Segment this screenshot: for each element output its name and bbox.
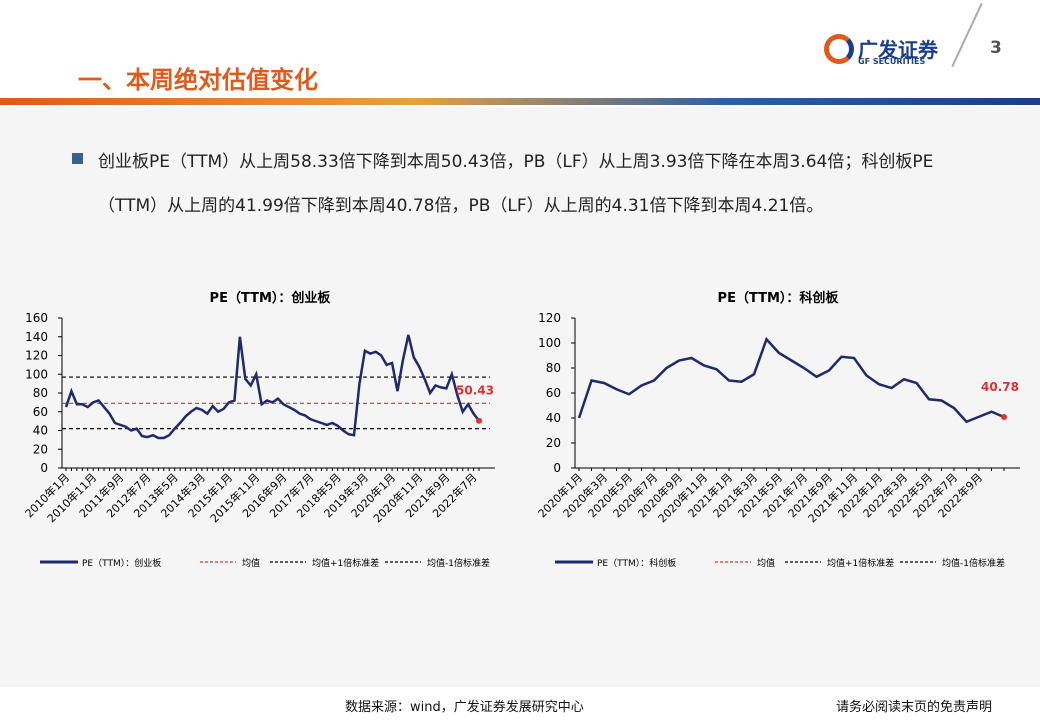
y-tick-label: 20 (33, 442, 48, 456)
content-area (0, 107, 1040, 687)
legend-label: PE（TTM）：创业板 (82, 557, 161, 569)
y-tick-label: 0 (40, 461, 48, 475)
y-tick-label: 60 (33, 405, 48, 419)
legend-label: 均值 (242, 557, 260, 569)
y-tick-label: 140 (25, 330, 48, 344)
y-tick-label: 40 (33, 424, 48, 438)
disclaimer: 请务必阅读末页的免责声明 (836, 700, 993, 715)
y-tick-label: 100 (538, 336, 561, 350)
charts: PE（TTM）：创业板0204060801001201401602010年1月2… (22, 290, 1020, 569)
y-tick-label: 80 (33, 386, 48, 400)
legend-label: 均值 (757, 557, 775, 569)
header-bar (0, 98, 1040, 105)
legend-label: 均值+1倍标准差 (827, 557, 894, 569)
y-tick-label: 40 (546, 411, 561, 425)
y-tick-label: 120 (25, 349, 48, 363)
bullet-marker (72, 153, 83, 164)
logo-subtext: GF SECURITIES (858, 57, 926, 66)
y-tick-label: 120 (538, 311, 561, 325)
y-tick-label: 60 (546, 386, 561, 400)
end-label: 50.43 (456, 384, 494, 398)
page-number: 3 (990, 38, 1002, 58)
chart-title: PE（TTM）：创业板 (210, 290, 332, 306)
bullet-text: 创业板PE（TTM）从上周58.33倍下降到本周50.43倍，PB（LF）从上周… (98, 152, 934, 216)
end-marker (476, 417, 482, 424)
end-label: 40.78 (981, 380, 1019, 394)
logo-mark (824, 34, 854, 64)
slide-title: 一、本周绝对估值变化 (78, 66, 318, 94)
y-tick-label: 100 (25, 367, 48, 381)
y-tick-label: 160 (25, 311, 48, 325)
legend-label: PE（TTM）：科创板 (597, 557, 676, 569)
source: 数据来源：wind，广发证券发展研究中心 (345, 700, 584, 715)
legend-label: 均值-1倍标准差 (427, 557, 490, 569)
series-line (577, 336, 1005, 424)
y-tick-label: 0 (553, 461, 561, 475)
logo-text: 广发证券 (858, 38, 938, 62)
end-marker (1001, 414, 1007, 421)
legend-label: 均值-1倍标准差 (942, 557, 1005, 569)
chart-title: PE（TTM）：科创板 (718, 290, 840, 306)
series-line (64, 334, 480, 440)
y-tick-label: 20 (546, 436, 561, 450)
y-tick-label: 80 (546, 361, 561, 375)
legend-label: 均值+1倍标准差 (312, 557, 379, 569)
